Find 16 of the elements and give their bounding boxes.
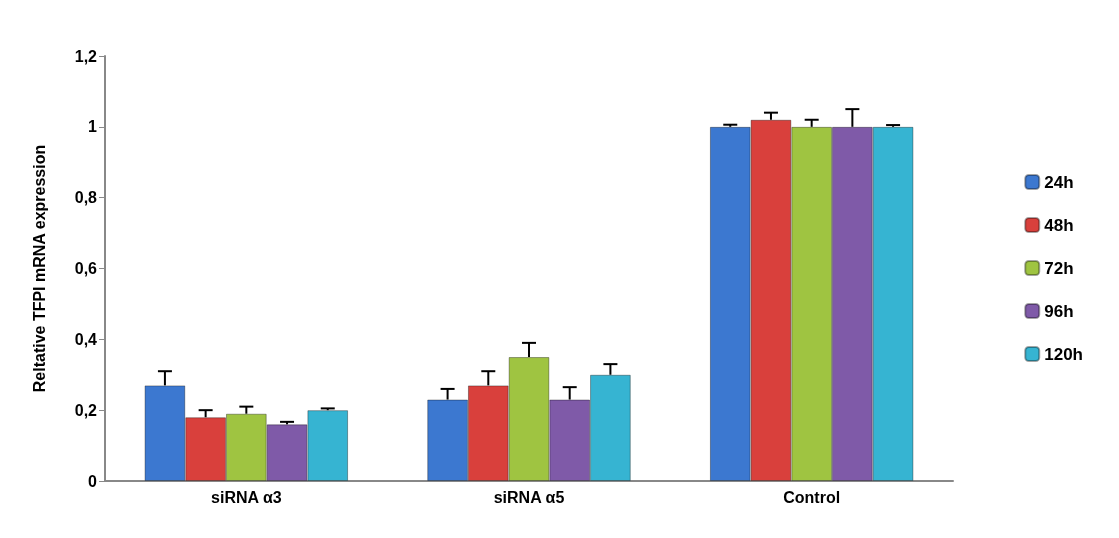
x-tick-label: Control (783, 488, 841, 506)
legend-label: 72h (1044, 258, 1074, 278)
y-tick-label: 0,8 (74, 189, 98, 207)
y-tick-label: 0 (88, 472, 98, 490)
y-tick-label: 0,2 (74, 401, 98, 419)
legend-label: 48h (1044, 215, 1074, 235)
x-tick-label: siRNA α5 (493, 488, 565, 506)
y-tick-label: 0,4 (74, 330, 98, 348)
y-tick-label: 0,6 (74, 260, 98, 277)
y-tick-label: 1 (88, 118, 98, 136)
y-tick-label: 1,2 (74, 47, 98, 65)
y-axis-title: Reltative TFPI mRNA expression (30, 144, 48, 393)
legend-label: 96h (1044, 301, 1074, 321)
legend-label: 120h (1044, 344, 1083, 364)
legend-label: 24h (1044, 172, 1074, 192)
x-tick-label: siRNA α3 (211, 488, 282, 506)
